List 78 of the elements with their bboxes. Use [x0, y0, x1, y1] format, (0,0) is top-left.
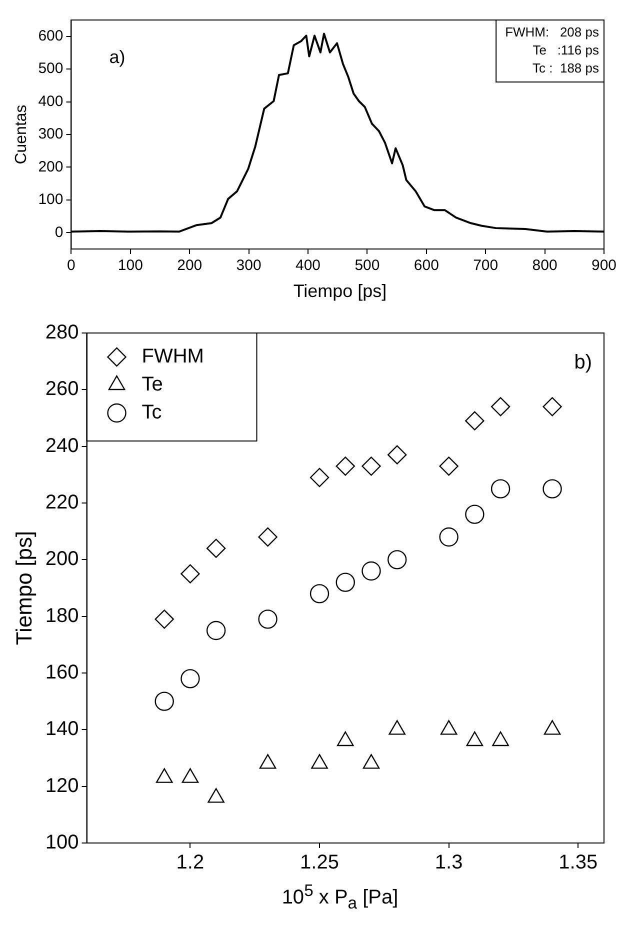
- legend-label: Te: [142, 374, 163, 396]
- point: [440, 720, 458, 735]
- point: [154, 610, 174, 629]
- point: [465, 411, 484, 430]
- y-tick-label: 180: [45, 604, 79, 627]
- y-tick-label: 100: [45, 832, 79, 854]
- y-tick-label: 400: [38, 92, 64, 110]
- annotation: Tc : 188 ps: [532, 60, 600, 76]
- point: [388, 550, 407, 570]
- x-tick-label: 1.2: [176, 852, 204, 874]
- x-tick-label: 600: [414, 257, 439, 274]
- point: [544, 720, 561, 735]
- annotation: Te :116 ps: [532, 42, 600, 58]
- x-axis-title: 10$^{5}$ x P$_{a}$ [Pa]: [280, 880, 400, 915]
- y-axis-title: Tiempo [ps]: [11, 530, 36, 646]
- point: [180, 564, 200, 584]
- point: [259, 754, 276, 769]
- y-tick-label: 600: [38, 28, 64, 44]
- point: [466, 731, 484, 746]
- point: [258, 527, 278, 547]
- y-tick-label: 240: [45, 434, 79, 457]
- y-tick-label: 260: [45, 378, 79, 400]
- y-tick-label: 160: [45, 662, 79, 684]
- y-tick-label: 280: [45, 322, 79, 344]
- point: [362, 456, 381, 476]
- y-tick-label: 200: [38, 158, 64, 176]
- point: [258, 610, 278, 629]
- legend-label: Tc: [142, 402, 162, 424]
- x-tick-label: 100: [118, 257, 143, 274]
- point: [206, 620, 226, 640]
- y-tick-label: 500: [38, 60, 64, 78]
- point: [465, 504, 484, 524]
- point: [182, 768, 199, 783]
- x-tick-label: 1.3: [434, 852, 463, 874]
- point: [490, 479, 510, 498]
- y-tick-label: 120: [45, 774, 79, 797]
- point: [156, 768, 173, 783]
- y-tick-label: 100: [38, 191, 64, 208]
- point: [208, 788, 224, 803]
- point: [310, 468, 330, 488]
- y-tick-label: 140: [45, 718, 79, 740]
- point: [154, 692, 174, 711]
- y-tick-label: 0: [54, 224, 64, 241]
- x-tick-label: 300: [236, 257, 262, 274]
- point: [310, 584, 330, 604]
- legend-label: FWHM: [142, 346, 204, 368]
- point: [388, 445, 407, 464]
- point: [336, 572, 355, 592]
- annotation: b): [574, 352, 592, 374]
- annotation: FWHM: 208 ps: [505, 24, 600, 40]
- x-tick-label: 700: [473, 257, 498, 274]
- y-axis-title: Cuentas: [13, 104, 30, 164]
- x-tick-label: 1.35: [558, 852, 598, 874]
- y-tick-label: 300: [38, 126, 64, 143]
- point: [336, 731, 354, 746]
- x-tick-label: 900: [591, 257, 617, 274]
- x-tick-label: 800: [532, 257, 558, 274]
- point: [362, 754, 380, 769]
- annotation: a): [109, 46, 126, 67]
- point: [542, 479, 562, 498]
- point: [388, 720, 406, 735]
- x-tick-label: 500: [354, 257, 380, 274]
- point: [206, 538, 226, 558]
- point: [311, 754, 328, 769]
- point: [492, 731, 509, 746]
- point: [439, 527, 458, 547]
- point: [542, 397, 562, 416]
- point: [180, 669, 200, 688]
- point: [439, 456, 458, 476]
- y-tick-label: 200: [45, 548, 79, 570]
- y-tick-label: 220: [45, 492, 79, 514]
- x-tick-label: 1.25: [300, 852, 339, 874]
- x-tick-label: 200: [177, 257, 202, 274]
- x-axis-title: Tiempo [ps]: [292, 280, 388, 303]
- x-tick-label: 400: [296, 257, 321, 274]
- point: [490, 397, 510, 416]
- point: [362, 561, 381, 581]
- point: [336, 456, 355, 476]
